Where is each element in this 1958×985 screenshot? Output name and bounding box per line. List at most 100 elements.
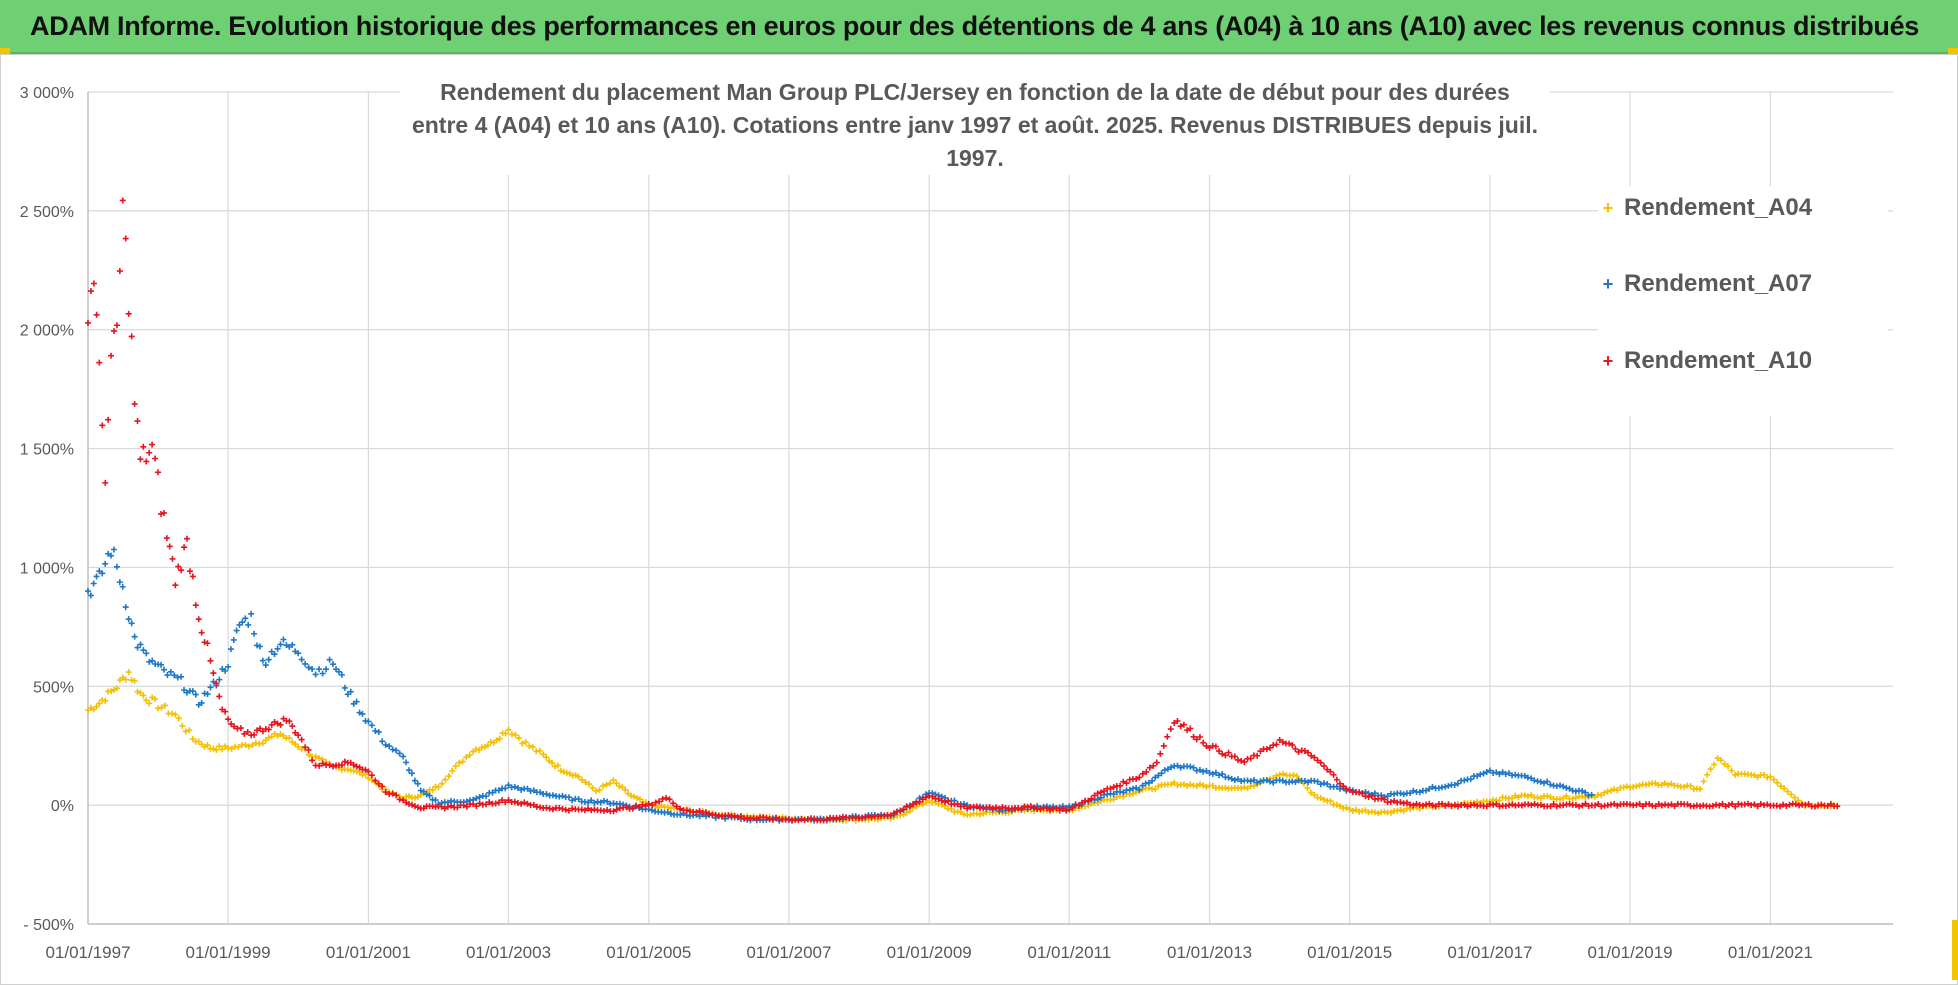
data-point: [1349, 807, 1356, 814]
data-point: [207, 657, 214, 664]
data-point: [379, 783, 386, 790]
data-point: [1238, 785, 1245, 792]
data-point: [128, 620, 135, 627]
data-point: [420, 788, 427, 795]
data-point: [769, 816, 776, 823]
data-point: [529, 743, 536, 750]
data-point: [305, 664, 312, 671]
data-point: [289, 641, 296, 648]
data-point: [161, 666, 168, 673]
data-point: [204, 640, 211, 647]
data-point: [441, 805, 448, 812]
data-point: [514, 799, 521, 806]
data-point: [1209, 782, 1216, 789]
data-point: [1563, 793, 1570, 800]
data-point: [613, 780, 620, 787]
data-point: [110, 546, 117, 553]
data-point: [1158, 770, 1165, 777]
data-point: [910, 800, 917, 807]
data-point: [476, 800, 483, 807]
data-point: [1301, 778, 1308, 785]
data-point: [1811, 803, 1818, 810]
y-tick-label: 500%: [33, 679, 74, 696]
data-point: [703, 809, 710, 816]
data-point: [1321, 763, 1327, 770]
data-point: [1572, 794, 1579, 801]
data-point: [1687, 782, 1694, 789]
data-point: [172, 711, 179, 718]
data-point: [1206, 744, 1213, 751]
data-point: [178, 567, 185, 574]
data-point: [1228, 775, 1235, 782]
data-point: [1279, 739, 1286, 746]
data-point: [1324, 766, 1331, 773]
data-point: [1346, 806, 1353, 813]
data-point: [1560, 795, 1567, 802]
data-point: [175, 563, 182, 570]
data-point: [171, 672, 178, 679]
data-point: [1387, 798, 1394, 805]
data-point: [1528, 775, 1535, 782]
data-point: [1063, 807, 1070, 814]
data-point: [823, 816, 830, 823]
data-point: [1611, 800, 1618, 807]
data-point: [1781, 785, 1788, 792]
data-point: [389, 790, 396, 797]
data-point: [449, 767, 456, 774]
data-point: [1512, 771, 1519, 778]
data-point: [411, 777, 418, 784]
data-point: [1184, 782, 1191, 789]
data-point: [1317, 759, 1324, 766]
data-point: [1732, 803, 1739, 810]
legend-item-a04: + Rendement_A04: [1598, 194, 1812, 222]
data-point: [1791, 794, 1798, 801]
data-point: [379, 738, 386, 745]
data-point: [1273, 741, 1280, 748]
data-point: [198, 699, 205, 706]
data-point: [1728, 767, 1735, 774]
data-point: [798, 815, 805, 822]
data-point: [326, 762, 333, 769]
data-point: [1502, 771, 1509, 778]
data-point: [1311, 791, 1318, 798]
data-point: [706, 810, 713, 817]
data-point: [935, 795, 942, 802]
side-accent-right: [1952, 920, 1958, 980]
data-point: [549, 792, 556, 799]
data-point: [125, 669, 132, 676]
data-point: [312, 753, 319, 760]
data-point: [1330, 771, 1337, 778]
data-point: [1786, 801, 1793, 808]
data-point: [868, 814, 875, 821]
data-point: [93, 573, 100, 580]
data-point: [1241, 759, 1248, 766]
data-point: [222, 667, 229, 674]
data-point: [1219, 771, 1226, 778]
data-point: [1206, 769, 1213, 776]
data-point: [632, 802, 639, 809]
data-point: [1709, 802, 1716, 809]
data-point: [1257, 778, 1264, 785]
data-point: [228, 745, 235, 752]
data-point: [1356, 789, 1363, 796]
legend-marker-a10: +: [1602, 350, 1614, 371]
data-point: [210, 670, 217, 677]
data-point: [85, 319, 91, 326]
data-point: [536, 747, 543, 754]
data-point: [1474, 772, 1481, 779]
data-point: [1490, 801, 1497, 808]
x-tick-label: 01/01/2007: [746, 943, 831, 962]
data-point: [795, 817, 802, 824]
data-point: [1359, 790, 1366, 797]
data-point: [140, 647, 147, 654]
data-point: [578, 806, 585, 813]
data-point: [90, 580, 97, 587]
data-point: [954, 801, 961, 808]
data-point: [1250, 782, 1257, 789]
data-point: [1337, 803, 1344, 810]
data-point: [353, 763, 360, 770]
data-point: [1655, 801, 1662, 808]
data-point: [1120, 789, 1127, 796]
data-point: [356, 709, 363, 716]
data-point: [274, 645, 281, 652]
